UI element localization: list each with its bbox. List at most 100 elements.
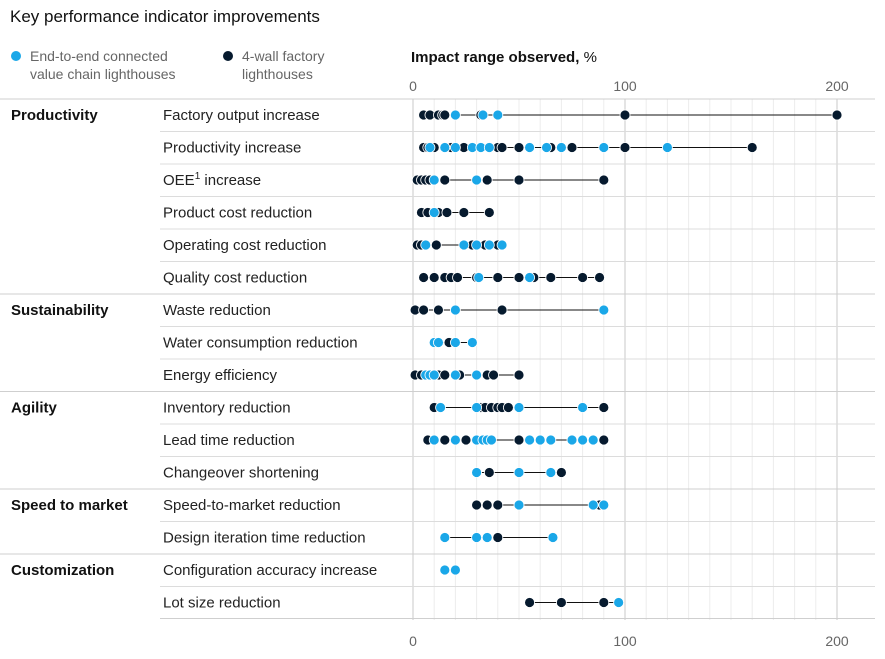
data-point-e2e (449, 142, 461, 153)
data-point-four-wall (492, 272, 504, 283)
data-point-e2e (587, 434, 599, 446)
data-point-four-wall (513, 434, 525, 446)
row-label: Configuration accuracy increase (163, 562, 377, 579)
data-point-four-wall (458, 207, 470, 218)
data-point-four-wall (439, 109, 451, 121)
data-point-four-wall (566, 142, 578, 153)
data-point-e2e (481, 532, 493, 543)
x-tick-label-top: 200 (825, 78, 849, 94)
row-label: Speed-to-market reduction (163, 497, 341, 514)
data-point-e2e (458, 239, 470, 251)
data-point-four-wall (513, 174, 525, 186)
data-point-e2e (534, 434, 546, 446)
data-point-e2e (556, 142, 567, 153)
row-label-text: Productivity increase (163, 140, 301, 157)
data-point-e2e (471, 174, 483, 186)
data-point-e2e (471, 239, 483, 251)
data-point-e2e (420, 239, 432, 251)
row-label: Design iteration time reduction (163, 530, 366, 547)
data-point-e2e (545, 434, 557, 446)
data-point-four-wall (471, 499, 483, 511)
data-point-four-wall (577, 272, 588, 283)
data-point-e2e (545, 467, 557, 478)
row-label: Quality cost reduction (163, 270, 307, 287)
row-label-text: Factory output increase (163, 107, 320, 124)
data-point-four-wall (513, 142, 525, 153)
data-point-e2e (483, 142, 495, 153)
data-point-e2e (566, 434, 578, 446)
data-point-four-wall (831, 109, 843, 121)
row-label-text: Inventory reduction (163, 400, 291, 417)
category-label: Customization (11, 562, 114, 579)
data-point-e2e (428, 434, 440, 446)
data-point-e2e (424, 142, 436, 153)
data-point-e2e (513, 467, 525, 478)
data-point-four-wall (598, 597, 610, 608)
data-point-e2e (449, 564, 461, 576)
data-point-four-wall (439, 434, 451, 446)
data-point-e2e (524, 142, 535, 153)
data-point-four-wall (524, 597, 535, 608)
data-point-four-wall (433, 304, 444, 316)
data-point-e2e (449, 434, 461, 446)
row-label: Operating cost reduction (163, 237, 326, 254)
data-point-e2e (492, 109, 504, 121)
data-point-four-wall (441, 207, 453, 218)
data-point-four-wall (452, 272, 463, 283)
data-point-four-wall (492, 532, 504, 543)
data-point-e2e (598, 142, 610, 153)
category-label: Sustainability (11, 302, 109, 319)
data-point-four-wall (619, 109, 631, 121)
data-point-e2e (541, 142, 552, 153)
row-label-text: Lot size reduction (163, 595, 281, 612)
data-point-four-wall (594, 272, 605, 283)
data-point-four-wall (598, 174, 610, 186)
data-point-e2e (496, 239, 508, 251)
data-point-e2e (577, 402, 588, 413)
row-label-text: Waste reduction (163, 302, 271, 319)
data-point-four-wall (488, 369, 499, 381)
data-point-four-wall (481, 499, 493, 511)
axis-title-main: Impact range observed, (411, 49, 579, 66)
data-point-e2e (598, 499, 610, 511)
row-label-text: OEE (163, 172, 195, 189)
data-point-e2e (428, 174, 440, 186)
data-point-e2e (449, 337, 461, 348)
category-label: Productivity (11, 107, 98, 124)
legend-marker-four-wall (223, 51, 233, 61)
data-point-e2e (433, 337, 444, 348)
data-point-e2e (466, 337, 478, 348)
legend-label: End-to-end connected (30, 48, 168, 64)
legend-label: lighthouses (242, 66, 313, 82)
data-point-e2e (428, 369, 440, 381)
legend-marker-e2e (11, 51, 21, 61)
data-point-e2e (524, 434, 535, 446)
row-label: Lot size reduction (163, 595, 281, 612)
row-label-text: Product cost reduction (163, 205, 312, 222)
data-point-e2e (613, 597, 625, 608)
data-point-e2e (473, 272, 485, 283)
row-label-text: Speed-to-market reduction (163, 497, 341, 514)
data-point-four-wall (619, 142, 631, 153)
data-point-four-wall (430, 239, 442, 251)
data-point-four-wall (513, 369, 525, 381)
row-label: Water consumption reduction (163, 335, 358, 352)
data-point-e2e (439, 142, 451, 153)
data-point-e2e (439, 564, 451, 576)
data-point-e2e (477, 109, 489, 121)
row-label: Product cost reduction (163, 205, 312, 222)
category-label: Agility (11, 400, 57, 417)
data-point-e2e (435, 402, 446, 413)
row-label-text: Lead time reduction (163, 432, 295, 449)
x-tick-label-top: 0 (409, 78, 417, 94)
data-point-e2e (662, 142, 673, 153)
data-point-e2e (483, 239, 495, 251)
data-point-e2e (547, 532, 559, 543)
data-point-e2e (587, 499, 599, 511)
data-point-four-wall (502, 402, 514, 413)
data-point-e2e (524, 272, 535, 283)
data-point-four-wall (513, 272, 525, 283)
row-label-text: Energy efficiency (163, 367, 277, 384)
